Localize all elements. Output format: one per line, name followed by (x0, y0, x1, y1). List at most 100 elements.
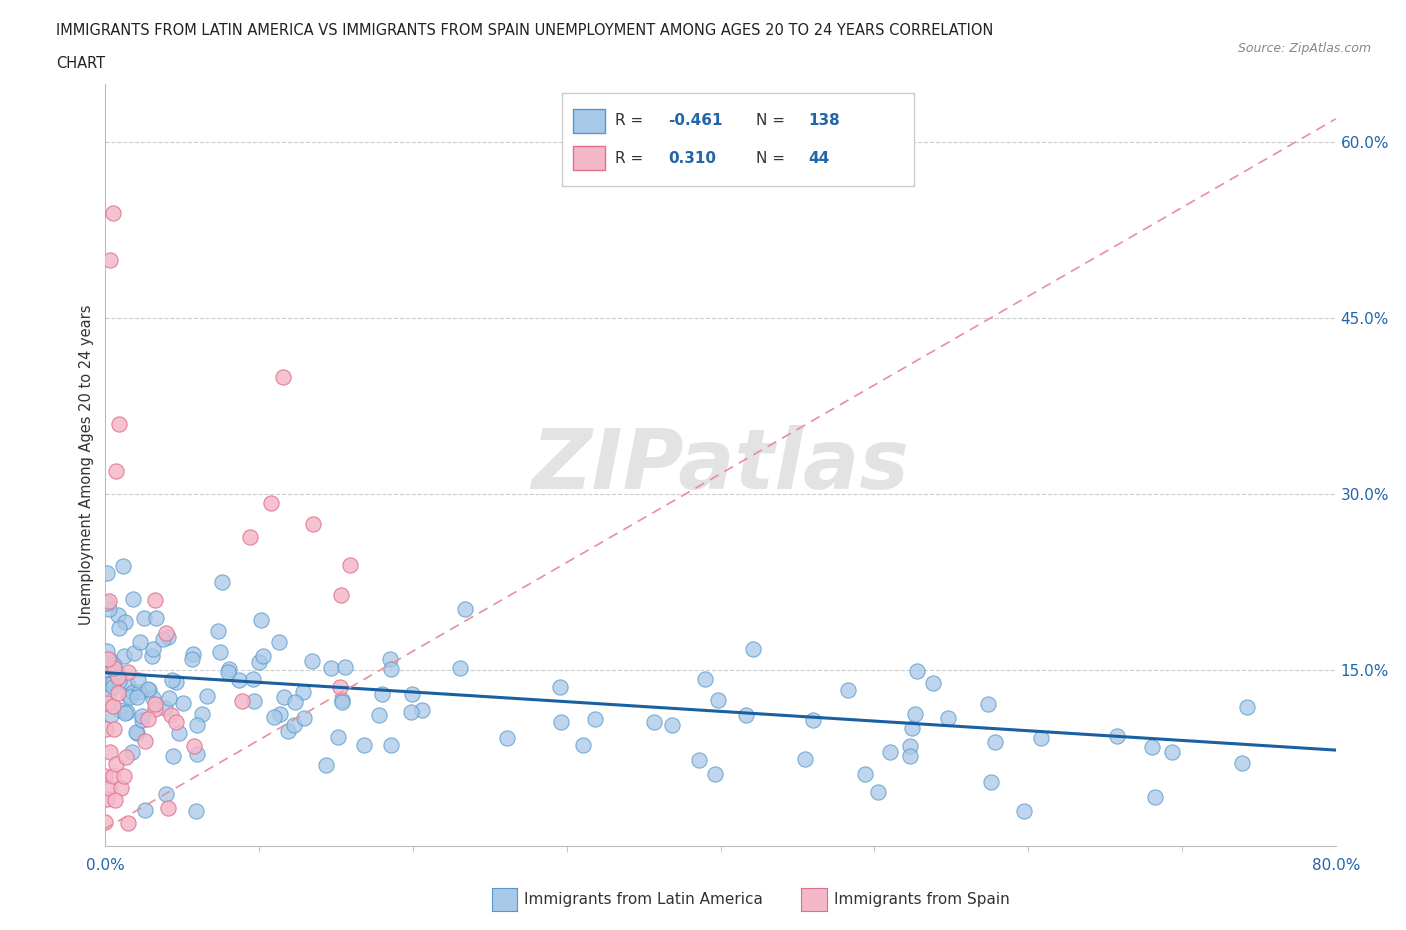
Point (401, 686, 423, 701)
Point (866, 784, 889, 799)
Point (228, 672, 250, 687)
Point (260, 496, 283, 511)
Text: ZIPatlas: ZIPatlas (531, 424, 910, 506)
Point (898, 749, 921, 764)
Point (195, 688, 218, 703)
Point (145, 611, 167, 626)
Text: Immigrants from Spain: Immigrants from Spain (834, 892, 1010, 907)
Point (181, 652, 204, 667)
Point (231, 693, 253, 708)
Bar (574, 110, 605, 133)
Point (218, 661, 240, 676)
Point (143, 696, 166, 711)
Point (550, 714, 572, 729)
Point (141, 648, 163, 663)
Point (977, 697, 1000, 711)
Point (643, 714, 665, 729)
Point (583, 711, 606, 726)
Point (103, 698, 125, 713)
Point (96, 792, 118, 807)
Point (128, 634, 150, 649)
Text: N =: N = (756, 151, 790, 166)
Point (321, 661, 343, 676)
Point (165, 715, 187, 730)
Point (572, 737, 595, 752)
Point (330, 695, 353, 710)
Point (104, 664, 127, 679)
Point (980, 775, 1002, 790)
Point (191, 707, 214, 722)
Text: 0.310: 0.310 (668, 151, 716, 166)
Point (94, 768, 117, 783)
Point (284, 695, 307, 710)
Point (114, 706, 136, 721)
Point (326, 730, 349, 745)
Point (103, 658, 125, 672)
Point (207, 623, 229, 638)
Point (121, 744, 143, 759)
Point (879, 745, 901, 760)
Point (120, 689, 142, 704)
Point (329, 587, 352, 602)
Point (94, 815, 117, 830)
Point (209, 644, 232, 659)
Point (292, 685, 315, 700)
Point (125, 724, 148, 739)
Point (250, 612, 273, 627)
Point (380, 652, 402, 667)
Point (96, 565, 118, 580)
Point (707, 693, 730, 708)
Point (108, 702, 131, 717)
Point (97, 780, 120, 795)
Point (371, 686, 394, 701)
Point (101, 680, 124, 695)
Text: Source: ZipAtlas.com: Source: ZipAtlas.com (1237, 42, 1371, 55)
Point (984, 735, 1007, 750)
Point (105, 664, 128, 679)
Point (134, 734, 156, 749)
Text: N =: N = (756, 113, 790, 128)
Point (380, 737, 402, 752)
Point (339, 557, 361, 572)
Point (157, 801, 180, 816)
Point (101, 206, 124, 220)
Point (98, 602, 121, 617)
Text: 138: 138 (808, 113, 841, 128)
Point (273, 689, 295, 704)
Point (117, 705, 139, 720)
Point (794, 751, 817, 766)
Point (901, 721, 924, 736)
Point (108, 417, 131, 432)
Point (107, 670, 129, 684)
Text: R =: R = (616, 151, 648, 166)
Point (167, 725, 190, 740)
Point (688, 752, 710, 767)
Point (742, 642, 765, 657)
Point (98, 252, 121, 267)
Point (127, 672, 149, 687)
Y-axis label: Unemployment Among Ages 20 to 24 years: Unemployment Among Ages 20 to 24 years (79, 305, 94, 625)
Point (104, 793, 127, 808)
Point (922, 675, 945, 690)
Point (117, 687, 139, 702)
Point (101, 768, 124, 783)
Point (125, 689, 148, 704)
Point (108, 673, 131, 688)
Point (96, 644, 118, 658)
Point (315, 758, 337, 773)
Point (122, 591, 145, 606)
Point (183, 647, 205, 662)
Point (242, 671, 264, 686)
Point (380, 661, 402, 676)
Point (136, 682, 159, 697)
Point (108, 620, 131, 635)
Point (105, 757, 128, 772)
Point (1107, 729, 1129, 744)
Point (131, 709, 153, 724)
Point (157, 691, 180, 706)
Point (107, 685, 129, 700)
Point (94, 722, 117, 737)
Text: Immigrants from Latin America: Immigrants from Latin America (524, 892, 763, 907)
Point (97, 661, 120, 676)
Point (252, 649, 274, 664)
